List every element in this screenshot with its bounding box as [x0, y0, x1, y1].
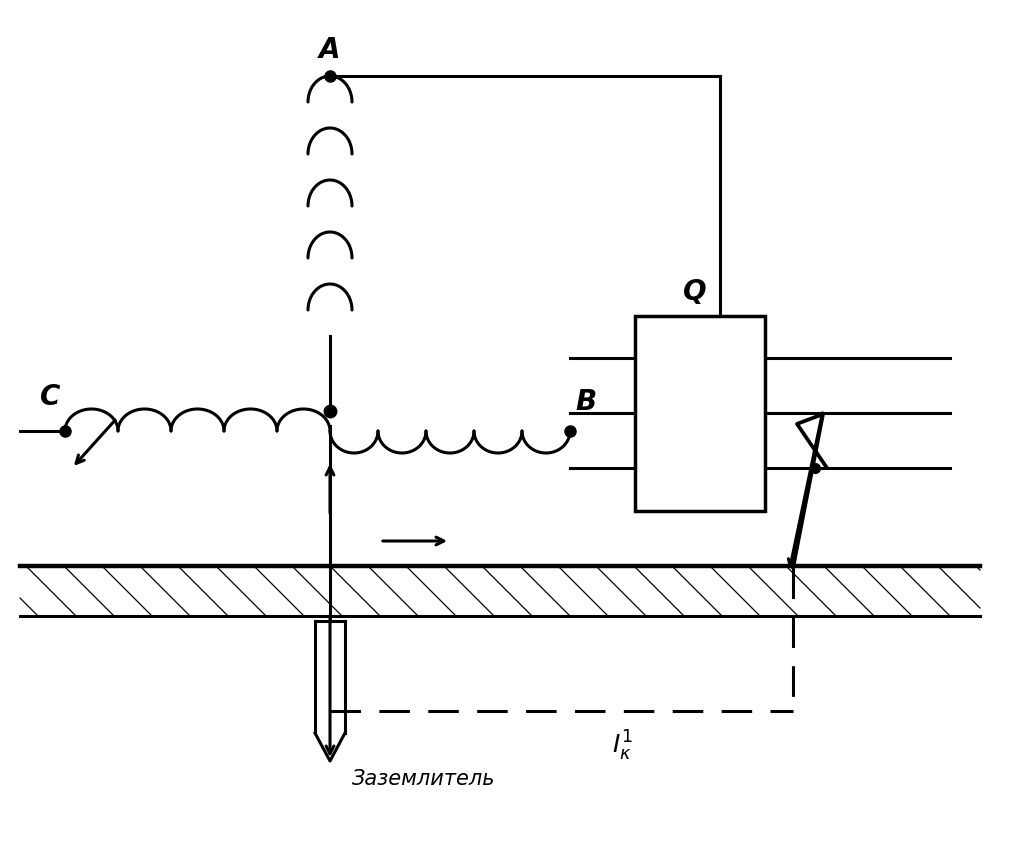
Text: B: B: [576, 388, 596, 416]
Text: C: C: [40, 383, 60, 411]
Text: Заземлитель: Заземлитель: [352, 769, 495, 789]
Text: A: A: [320, 36, 341, 64]
Text: Q: Q: [683, 278, 706, 306]
Bar: [635, 316, 765, 511]
Text: $I_{\kappa}^{1}$: $I_{\kappa}^{1}$: [612, 729, 632, 763]
